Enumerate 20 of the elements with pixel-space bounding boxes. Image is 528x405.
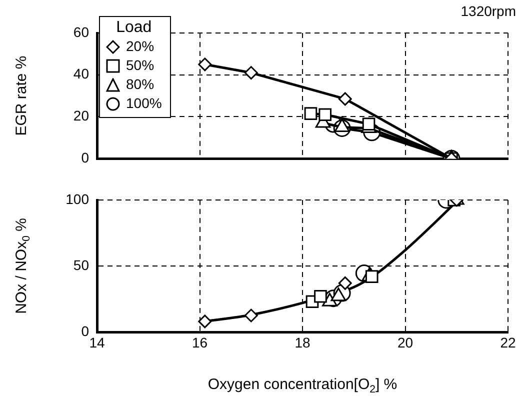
legend-label: 80% xyxy=(126,75,154,94)
x-tick-label: 18 xyxy=(294,334,310,350)
y-tick-label: 100 xyxy=(66,190,90,207)
legend-label: 50% xyxy=(126,56,154,75)
legend-title: Load xyxy=(115,19,153,37)
text: 1320rpm xyxy=(460,2,516,19)
x-tick-label: 20 xyxy=(397,334,414,350)
y-axis-title: NOx / NOx0 % xyxy=(13,218,32,314)
legend-label: 20% xyxy=(126,37,154,56)
y-tick-label: 60 xyxy=(73,24,90,40)
y-tick-label: 0 xyxy=(81,149,90,166)
y-axis-title: EGR rate % xyxy=(13,56,30,136)
y-tick-label: 40 xyxy=(73,66,90,82)
legend-label: 100% xyxy=(126,94,162,113)
y-tick-label: 20 xyxy=(73,108,90,124)
x-tick-label: 14 xyxy=(89,334,105,350)
y-tick-label: 0 xyxy=(81,322,90,339)
x-tick-label: 22 xyxy=(500,334,516,350)
x-tick-label: 16 xyxy=(192,334,208,350)
y-tick-label: 50 xyxy=(73,256,90,273)
